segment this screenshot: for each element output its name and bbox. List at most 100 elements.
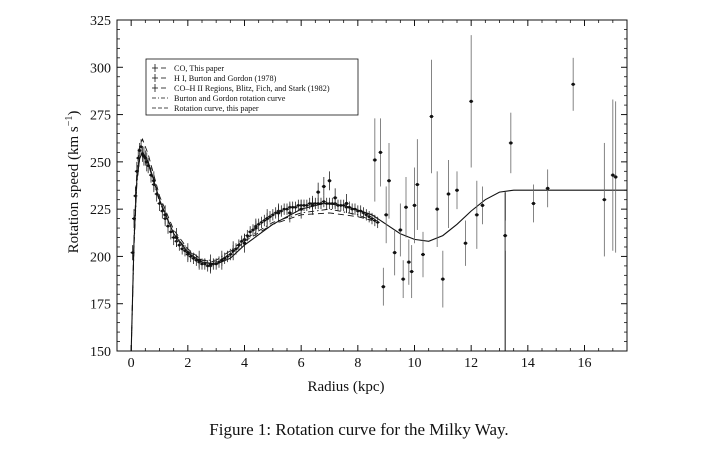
data-point <box>185 243 190 263</box>
point-marker <box>339 203 343 207</box>
data-point <box>378 118 383 187</box>
data-point <box>132 209 136 229</box>
point-marker <box>342 203 346 207</box>
data-point <box>344 194 349 213</box>
data-point <box>214 258 219 270</box>
data-point <box>545 169 550 208</box>
data-point <box>387 142 391 219</box>
point-marker <box>344 201 349 206</box>
series-2 <box>372 35 618 308</box>
legend-entry-1: H I, Burton and Gordon (1978) <box>152 74 277 83</box>
point-marker <box>200 262 204 266</box>
point-marker <box>469 99 473 103</box>
point-marker <box>429 114 434 119</box>
point-marker <box>313 202 317 205</box>
y-tick-label-200: 200 <box>90 250 111 265</box>
legend-box <box>145 58 359 116</box>
data-point <box>372 118 377 202</box>
point-marker <box>611 173 615 177</box>
data-point <box>151 171 156 191</box>
point-marker <box>228 253 232 256</box>
axes: 0 2 4 6 8 10 12 14 16 150 175 200 225 250 275 300 325 <box>90 14 628 371</box>
point-marker <box>302 203 306 207</box>
point-marker <box>412 203 417 207</box>
data-point <box>253 218 258 238</box>
point-marker <box>226 255 229 258</box>
data-point <box>136 148 141 168</box>
point-marker <box>319 202 323 205</box>
point-marker <box>146 164 150 168</box>
point-marker <box>177 243 181 247</box>
point-marker <box>463 241 468 245</box>
data-point <box>174 228 179 247</box>
data-point <box>168 224 173 240</box>
point-marker <box>291 205 295 209</box>
point-marker <box>139 145 143 149</box>
data-point <box>133 186 138 206</box>
point-marker <box>136 156 140 160</box>
point-marker <box>220 258 224 262</box>
y-axis-label-main: Rotation speed (km s <box>66 126 82 253</box>
series-0 <box>130 139 380 272</box>
point-marker <box>503 234 507 238</box>
figure-caption: Figure 1: Rotation curve for the Milky W… <box>209 420 509 439</box>
point-marker <box>285 207 289 211</box>
data-point <box>177 239 182 251</box>
point-marker <box>410 269 414 274</box>
data-point <box>372 214 377 227</box>
point-marker <box>206 264 210 268</box>
data-point <box>319 197 323 210</box>
point-marker <box>353 207 357 211</box>
point-marker <box>322 184 326 189</box>
point-marker <box>359 209 363 213</box>
point-marker <box>245 234 249 238</box>
data-point <box>333 188 338 208</box>
data-point <box>508 112 513 174</box>
data-point <box>384 186 389 244</box>
point-marker <box>149 173 153 177</box>
point-marker <box>531 201 536 206</box>
point-marker <box>189 255 193 258</box>
data-point <box>265 209 270 229</box>
data-point <box>191 252 196 264</box>
point-marker <box>330 202 334 205</box>
x-tick-label-10: 10 <box>408 356 422 371</box>
point-marker <box>134 194 137 198</box>
point-marker <box>327 179 332 183</box>
data-point <box>256 218 261 230</box>
x-tick-label-0: 0 <box>128 356 135 371</box>
point-marker <box>180 247 184 251</box>
data-point <box>381 267 386 306</box>
legend-entry-3: Burton and Gordon rotation curve <box>152 94 286 103</box>
point-marker <box>602 198 606 202</box>
data-point <box>602 142 607 257</box>
data-point <box>421 231 425 278</box>
data-point <box>353 203 357 215</box>
point-marker <box>268 215 272 219</box>
point-marker <box>407 260 411 264</box>
y-tick-label-325: 325 <box>90 14 111 29</box>
point-marker <box>325 202 329 205</box>
data-point <box>259 216 264 229</box>
point-marker <box>279 209 283 213</box>
point-marker <box>163 213 167 217</box>
legend-label-2: CO–H II Regions, Blitz, Fich, and Stark … <box>174 84 330 93</box>
data-point <box>222 252 227 264</box>
data-point <box>251 224 255 236</box>
point-marker <box>364 213 368 217</box>
point-marker <box>316 202 320 205</box>
point-marker <box>373 219 377 222</box>
data-point <box>367 211 372 223</box>
point-marker <box>192 256 195 260</box>
point-marker <box>370 217 374 221</box>
point-marker <box>446 192 451 196</box>
point-marker <box>404 205 408 209</box>
point-marker <box>211 262 215 266</box>
point-marker <box>237 243 241 247</box>
point-marker <box>571 82 575 86</box>
data-point <box>370 212 374 225</box>
point-marker <box>398 228 402 232</box>
y-tick-label-150: 150 <box>90 345 111 360</box>
series-1 <box>141 146 349 274</box>
